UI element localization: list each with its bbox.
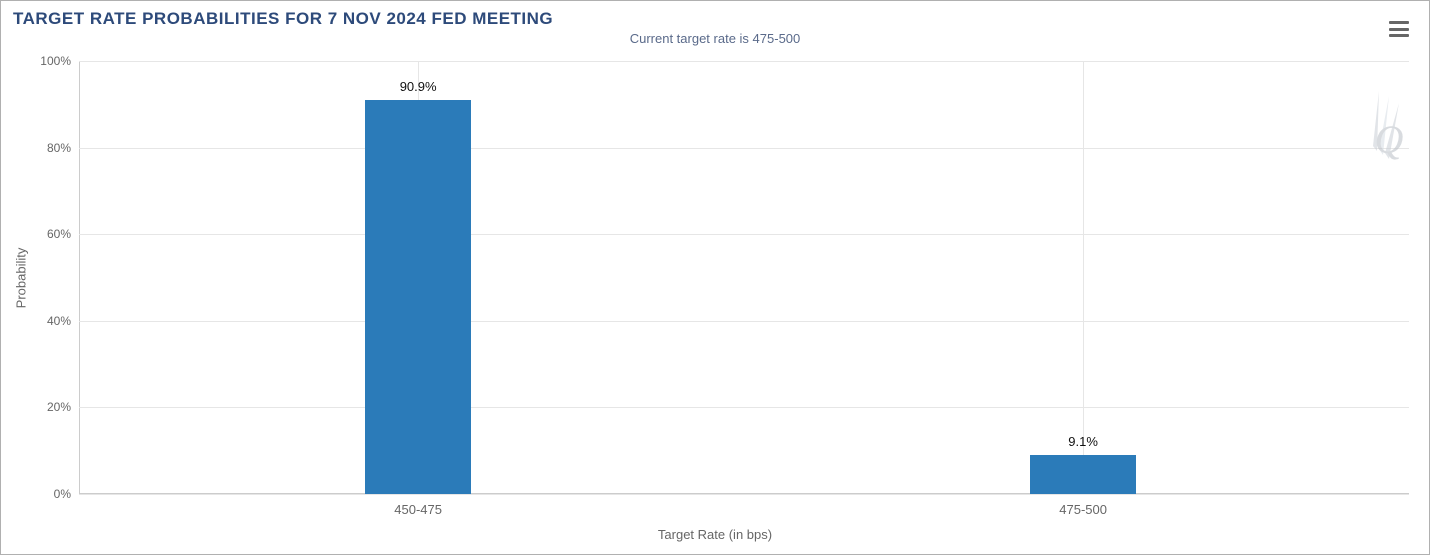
- y-gridline: [79, 234, 1409, 235]
- hamburger-bar-icon: [1389, 21, 1409, 24]
- plot-area: 90.9%9.1% Q 0%20%40%60%80%100%450-475475…: [79, 61, 1409, 494]
- bar[interactable]: 90.9%: [365, 100, 471, 494]
- chart-subtitle: Current target rate is 475-500: [1, 31, 1429, 46]
- y-gridline: [79, 61, 1409, 62]
- hamburger-bar-icon: [1389, 28, 1409, 31]
- x-gridline: [1083, 61, 1084, 494]
- bar-value-label: 9.1%: [1068, 434, 1098, 449]
- y-tick-label: 100%: [40, 54, 79, 68]
- y-tick-label: 60%: [47, 227, 79, 241]
- bar-value-label: 90.9%: [400, 79, 437, 94]
- y-gridline: [79, 148, 1409, 149]
- plot-background: [79, 61, 1409, 494]
- y-axis-label: Probability: [14, 247, 29, 308]
- y-gridline: [79, 494, 1409, 495]
- chart-menu-button[interactable]: [1389, 21, 1409, 37]
- hamburger-bar-icon: [1389, 34, 1409, 37]
- x-tick-label: 450-475: [394, 502, 442, 517]
- x-axis-label: Target Rate (in bps): [658, 527, 772, 542]
- chart-title: TARGET RATE PROBABILITIES FOR 7 NOV 2024…: [1, 1, 1429, 29]
- x-tick-label: 475-500: [1059, 502, 1107, 517]
- y-tick-label: 40%: [47, 314, 79, 328]
- chart-container: TARGET RATE PROBABILITIES FOR 7 NOV 2024…: [0, 0, 1430, 555]
- y-gridline: [79, 407, 1409, 408]
- bar[interactable]: 9.1%: [1030, 455, 1136, 494]
- y-tick-label: 20%: [47, 400, 79, 414]
- y-gridline: [79, 321, 1409, 322]
- y-tick-label: 0%: [54, 487, 79, 501]
- y-tick-label: 80%: [47, 141, 79, 155]
